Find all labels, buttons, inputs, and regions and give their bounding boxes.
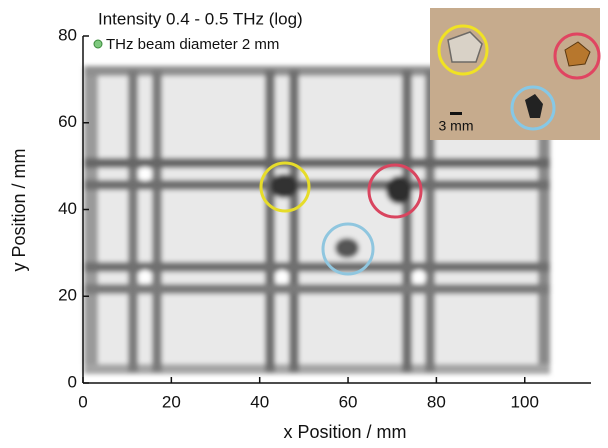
y-tick-label: 40: [58, 199, 77, 218]
x-axis-label: x Position / mm: [283, 422, 406, 442]
x-tick-label: 40: [250, 392, 269, 411]
sample-markers: [259, 161, 423, 276]
y-tick-label: 60: [58, 112, 77, 131]
x-tick-label: 60: [339, 392, 358, 411]
y-tick-label: 20: [58, 286, 77, 305]
x-tick-label: 20: [162, 392, 181, 411]
x-tick-label: 100: [511, 392, 539, 411]
inset-scale-label: 3 mm: [439, 118, 474, 134]
chart-title: Intensity 0.4 - 0.5 THz (log): [98, 9, 303, 28]
y-axis-label: y Position / mm: [9, 148, 29, 271]
legend-label: THz beam diameter 2 mm: [106, 36, 279, 53]
x-tick-label: 80: [427, 392, 446, 411]
y-tick-label: 80: [58, 25, 77, 44]
inset-photo: 3 mm: [430, 8, 601, 140]
x-tick-label: 0: [78, 392, 87, 411]
legend-marker: [93, 39, 103, 49]
y-tick-label: 0: [68, 372, 77, 391]
